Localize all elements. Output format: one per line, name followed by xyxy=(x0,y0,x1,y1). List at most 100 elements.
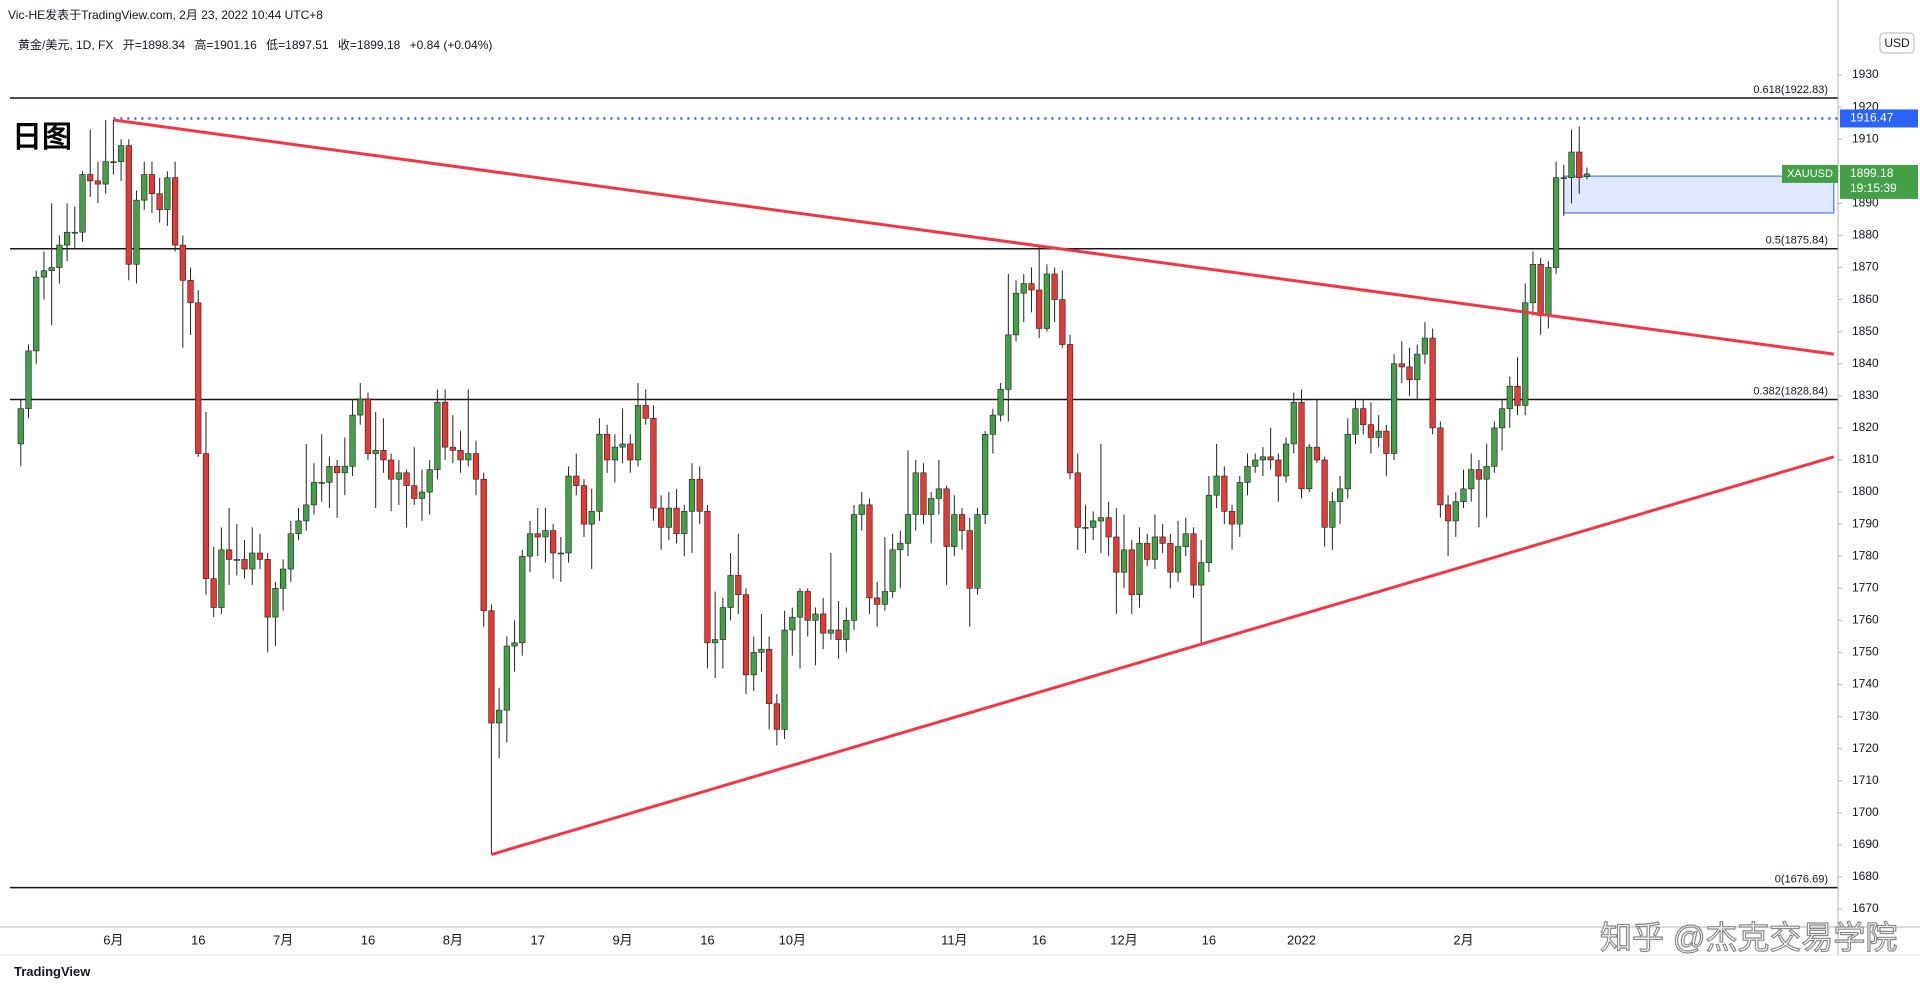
candle-body xyxy=(1066,344,1074,474)
candle-body xyxy=(1360,408,1367,425)
candle-body xyxy=(920,472,927,515)
candle-body xyxy=(912,472,919,515)
y-tick-label: 1840 xyxy=(1852,356,1879,370)
candle-body xyxy=(928,498,935,515)
candle-body xyxy=(1275,459,1282,477)
ohlc-change: +0.84 (+0.04%) xyxy=(409,38,493,52)
candle-body xyxy=(1051,273,1058,300)
candle-body xyxy=(17,408,24,445)
y-tick-label: 1870 xyxy=(1852,260,1879,274)
ohlc-high: 高=1901.16 xyxy=(194,38,257,52)
candle-body xyxy=(519,555,526,644)
y-tick-label: 1770 xyxy=(1852,580,1879,594)
candle-body xyxy=(565,475,572,554)
x-tick-label: 16 xyxy=(1032,932,1046,947)
candle-body xyxy=(40,270,48,278)
candle-body xyxy=(110,161,117,163)
ohlc-close: 收=1899.18 xyxy=(337,38,401,52)
symbol: 黄金/美元, 1D, FX xyxy=(18,38,114,52)
candle-body xyxy=(835,629,842,640)
y-tick-label: 1910 xyxy=(1852,131,1879,145)
y-tick-label: 1820 xyxy=(1852,420,1879,434)
watermark: 知乎 @杰克交易学院 xyxy=(1600,919,1897,955)
candle-body xyxy=(850,514,858,621)
candle-body xyxy=(681,510,688,535)
currency-label: USD xyxy=(1884,36,1910,50)
candle-body xyxy=(958,514,966,531)
x-tick-label: 11月 xyxy=(941,932,968,947)
candle-body xyxy=(557,552,564,555)
candle-body xyxy=(187,280,194,304)
candle-body xyxy=(1460,488,1467,502)
candle-body xyxy=(33,276,40,352)
candle-body xyxy=(1167,543,1174,573)
candle-body xyxy=(781,629,788,730)
candle-body xyxy=(1576,151,1583,179)
candle-body xyxy=(1452,501,1459,522)
candle-body xyxy=(318,482,325,484)
candle-body xyxy=(1244,466,1251,483)
y-tick-label: 1780 xyxy=(1852,548,1879,562)
x-tick-label: 8月 xyxy=(443,932,463,947)
y-tick-label: 1700 xyxy=(1852,805,1879,819)
candle-body xyxy=(827,629,834,634)
candle-body xyxy=(117,145,125,162)
candle-body xyxy=(943,488,950,547)
candle-body xyxy=(1352,408,1359,435)
candle-body xyxy=(804,591,811,621)
candle-body xyxy=(1560,177,1567,180)
x-tick-label: 6月 xyxy=(103,932,123,947)
price-axis-bg xyxy=(1838,0,1920,955)
candle-body xyxy=(1498,408,1506,429)
candle-body xyxy=(195,302,202,454)
legend: 黄金/美元, 1D, FX 开=1898.34 高=1901.16 低=1897… xyxy=(18,36,498,53)
candle-body xyxy=(326,466,333,483)
candle-body xyxy=(426,469,433,493)
candle-body xyxy=(1221,475,1228,512)
x-tick-label: 10月 xyxy=(779,932,806,947)
candle-body xyxy=(1414,353,1421,381)
publisher-line: Vic-HE发表于TradingView.com, 2月 23, 2022 10… xyxy=(8,8,323,22)
candle-body xyxy=(364,398,372,454)
brand[interactable]: TradingView xyxy=(14,964,91,979)
y-tick-label: 1720 xyxy=(1852,741,1879,755)
candle-body xyxy=(1012,292,1020,336)
candle-body xyxy=(704,510,711,644)
candle-body xyxy=(1036,289,1043,329)
y-tick-label: 1690 xyxy=(1852,837,1879,851)
candle-body xyxy=(403,472,410,486)
candle-body xyxy=(202,453,210,579)
y-tick-label: 1830 xyxy=(1852,388,1879,402)
y-tick-label: 1760 xyxy=(1852,613,1879,627)
candle-body xyxy=(719,607,726,640)
candle-body xyxy=(897,543,904,551)
candle-body xyxy=(380,450,387,461)
candle-body xyxy=(974,514,981,589)
candle-body xyxy=(71,231,78,234)
candle-body xyxy=(1159,536,1166,544)
candle-body xyxy=(1429,337,1436,429)
candle-body xyxy=(889,549,896,592)
candle-body xyxy=(1583,173,1591,177)
candle-body xyxy=(1028,283,1035,291)
candle-body xyxy=(1228,510,1236,525)
candle-body xyxy=(465,453,472,461)
candle-body xyxy=(156,193,163,211)
x-tick-label: 17 xyxy=(530,932,544,947)
level-label: 0.618(1922.83) xyxy=(1753,84,1828,96)
candle-body xyxy=(843,620,850,640)
candle-body xyxy=(1198,562,1205,586)
candle-body xyxy=(858,504,865,515)
candle-body xyxy=(866,504,873,599)
y-tick-label: 1810 xyxy=(1852,452,1879,466)
candle-body xyxy=(264,559,271,618)
candle-body xyxy=(742,594,750,676)
candle-body xyxy=(395,472,402,480)
candle-body xyxy=(496,709,503,724)
candle-body xyxy=(750,652,757,676)
candle-body xyxy=(773,703,780,730)
x-tick-label: 16 xyxy=(191,932,205,947)
candle-body xyxy=(534,533,541,538)
candle-body xyxy=(1097,517,1104,522)
y-tick-label: 1930 xyxy=(1852,67,1879,81)
